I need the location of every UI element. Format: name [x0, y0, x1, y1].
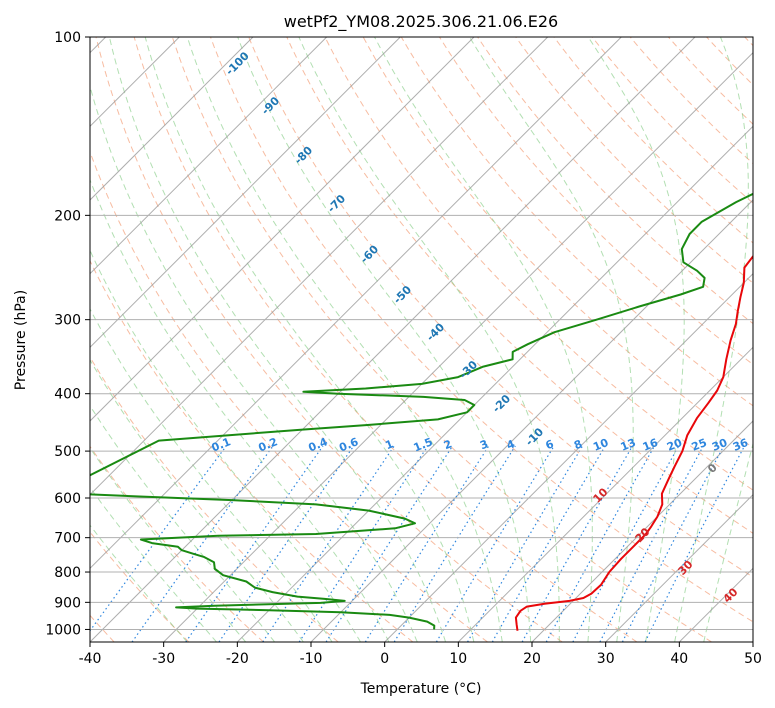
moist-adiabat	[587, 37, 685, 642]
dry-adiabat	[90, 259, 414, 642]
y-tick-label: 600	[54, 491, 81, 507]
x-tick-label: 50	[744, 651, 762, 667]
dry-adiabat	[591, 37, 753, 204]
moist-adiabat	[90, 308, 333, 642]
moist-adiabat	[90, 447, 247, 642]
mixing-ratio-label: 2	[442, 437, 454, 452]
isotherm	[90, 37, 622, 570]
isotherm	[90, 37, 254, 201]
mixing-ratio-line	[572, 445, 680, 642]
mixing-ratio-line	[364, 445, 490, 642]
moist-adiabat	[90, 524, 188, 642]
mixing-ratio-label: 20	[665, 436, 684, 454]
sounding-series	[90, 192, 753, 631]
isotherm	[90, 37, 549, 496]
dry-adiabat	[362, 37, 753, 449]
moist-adiabat	[144, 37, 475, 642]
isotherm	[384, 272, 753, 642]
mixing-ratio-line	[521, 445, 634, 642]
y-tick-label: 700	[54, 531, 81, 547]
x-tick-label: -30	[152, 651, 175, 667]
y-axis: 100 200 300 400 500 600 700 800 900 1000	[45, 30, 90, 638]
x-tick-label: 10	[449, 651, 467, 667]
moist-adiabat	[703, 441, 753, 642]
x-tick-label: -40	[79, 651, 102, 667]
x-axis-label: Temperature (°C)	[360, 681, 482, 697]
plot-area: 0.1 0.2 0.4 0.6 1 1.5 2 3 4 6 8 10 13 16 20 25 30 36-100-…	[90, 37, 753, 642]
dry-adiabat	[629, 37, 753, 165]
isotherm	[90, 37, 401, 349]
x-tick-label: -20	[226, 651, 249, 667]
y-tick-label: 900	[54, 595, 81, 611]
dry-adiabat	[90, 445, 264, 642]
moist-adiabat	[90, 84, 418, 642]
isotherm	[163, 51, 753, 642]
isotherm	[90, 37, 328, 275]
mixing-ratio-label: 16	[641, 436, 660, 454]
mixing-ratio-label: 8	[572, 437, 584, 452]
moist-adiabat	[374, 37, 593, 642]
isotherm	[457, 346, 753, 642]
y-axis-label: Pressure (hPa)	[13, 290, 29, 390]
dry-adiabat	[553, 37, 753, 244]
mixing-ratio-line	[298, 445, 429, 642]
dry-adiabat	[248, 37, 753, 578]
temperature-line	[514, 254, 753, 631]
x-tick-label: 20	[523, 651, 541, 667]
y-tick-label: 200	[54, 208, 81, 224]
x-axis: -40 -30 -20 -10 0 10 20 30 40 50	[79, 642, 762, 667]
mixing-ratio-line	[491, 445, 606, 642]
x-tick-label: 40	[670, 651, 688, 667]
y-tick-label: 1000	[45, 622, 81, 638]
mixing-ratio-label: 36	[731, 436, 750, 454]
dry-adiabat	[477, 37, 753, 325]
dewpoint-line	[90, 192, 753, 630]
isotherms	[90, 37, 753, 642]
moist-adiabat	[90, 486, 217, 642]
mixing-ratio-label: 3	[478, 437, 490, 452]
mixing-ratio-line	[545, 445, 656, 642]
isotherm	[90, 37, 475, 422]
mixing-ratio-label: 25	[690, 436, 709, 454]
x-tick-label: 0	[380, 651, 389, 667]
y-tick-label: 400	[54, 387, 81, 403]
x-tick-label: -10	[300, 651, 323, 667]
dry-adiabat	[171, 37, 712, 642]
moist-adiabat	[90, 404, 275, 642]
dry-adiabat	[286, 37, 753, 534]
pressure-gridlines	[90, 37, 753, 630]
mixing-ratio-line	[325, 445, 454, 642]
x-tick-label: 30	[597, 651, 615, 667]
mixing-ratio-label: 13	[619, 436, 638, 454]
isotherm	[605, 493, 753, 642]
mixing-ratio-label: 30	[710, 436, 729, 454]
y-tick-label: 300	[54, 313, 81, 329]
mixing-ratio-line	[262, 445, 395, 642]
moist-adiabat	[90, 178, 390, 642]
dry-adiabat	[438, 37, 753, 366]
plot-frame	[89, 36, 754, 643]
y-tick-label: 800	[54, 565, 81, 581]
moist-adiabat	[674, 37, 749, 642]
isotherm	[90, 37, 696, 642]
chart-title: wetPf2_YM08.2025.306.21.06.E26	[284, 12, 558, 32]
y-tick-label: 500	[54, 444, 81, 460]
mixing-ratio-label: 1	[383, 437, 395, 452]
mixing-ratio-line	[466, 445, 584, 642]
dry-adiabats	[90, 37, 753, 642]
moist-adiabat	[90, 358, 304, 642]
isotherm	[531, 420, 753, 642]
dry-adiabat	[95, 37, 563, 642]
moist-adiabat	[186, 37, 503, 642]
dry-adiabat	[400, 37, 753, 407]
dry-adiabat	[90, 150, 488, 642]
mixing-ratio-line	[435, 445, 555, 642]
y-tick-label: 100	[54, 30, 81, 46]
isotherm	[310, 199, 753, 642]
mixing-ratio-label: 10	[591, 436, 610, 454]
